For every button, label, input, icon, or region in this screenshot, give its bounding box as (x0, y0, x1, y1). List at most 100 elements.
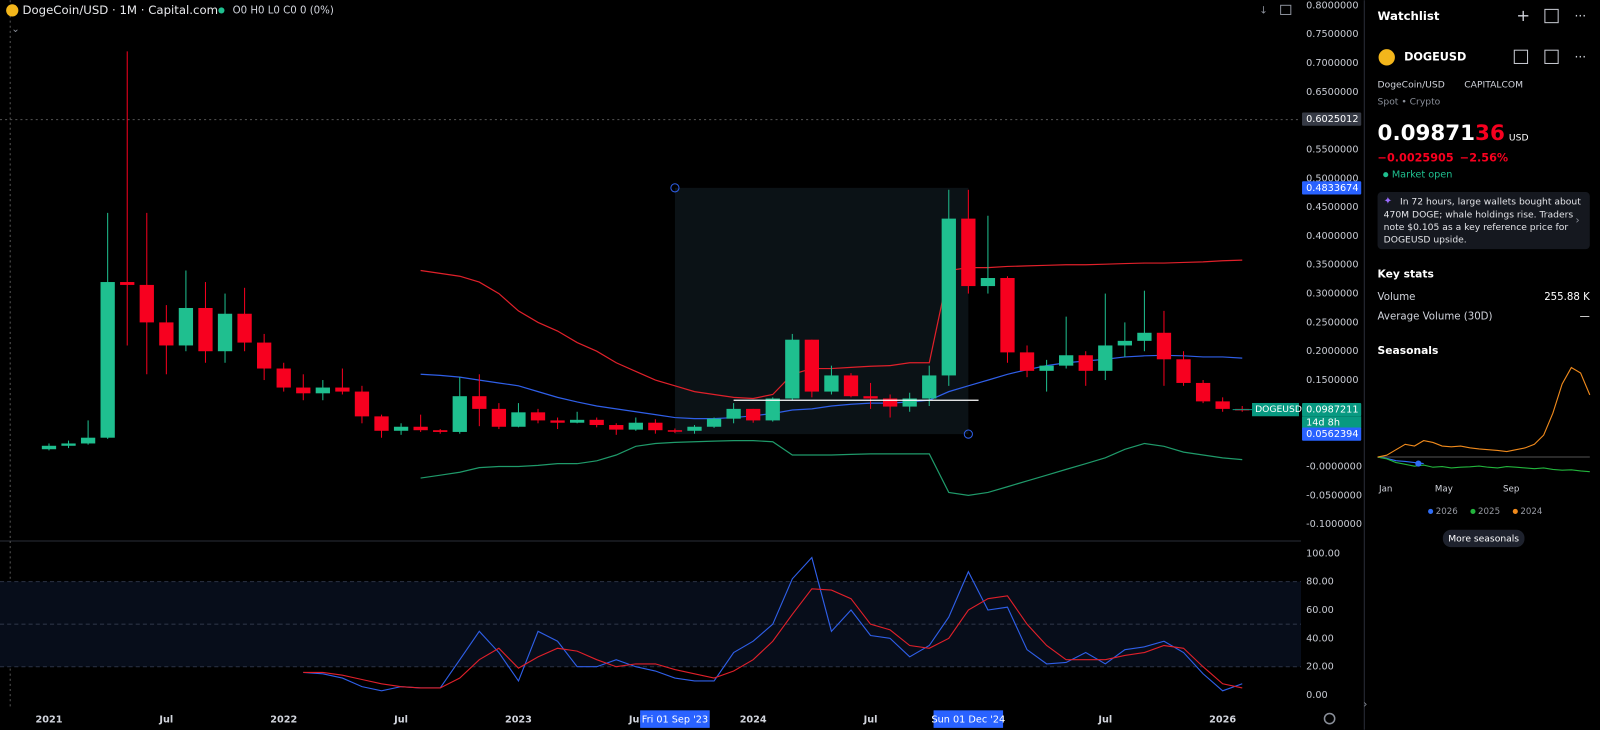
y-tick-label: 0.5000000 (1306, 173, 1358, 184)
candle-body (1176, 359, 1191, 383)
candle-body (941, 218, 956, 376)
legend-dot (1428, 508, 1434, 514)
x-tick-label: Jul (1097, 715, 1112, 726)
market-status: Market open (1392, 170, 1453, 181)
ohlc-legend: O0 H0 L0 C0 0 (0%) (233, 5, 334, 16)
news-text: In 72 hours, large wallets bought about (1400, 197, 1581, 208)
candle-body (609, 425, 624, 430)
y-tick-label: 80.00 (1306, 577, 1334, 588)
ai-icon: ✦ (1384, 196, 1393, 207)
last-price: 0.0987211 (1306, 405, 1358, 416)
chevron: › (1576, 216, 1580, 227)
download-icon[interactable]: ↓ (1259, 5, 1268, 16)
range-anchor (963, 429, 973, 439)
month-label: Sep (1503, 484, 1520, 494)
grid-icon[interactable] (1513, 49, 1529, 64)
section-title: Key stats (1378, 268, 1434, 281)
countdown-bg (1302, 416, 1362, 429)
legend-label: 2024 (1520, 507, 1543, 517)
candle-body (393, 426, 409, 431)
candle-body (413, 426, 428, 431)
chart-title[interactable]: DogeCoin/USD · 1M · Capital.com (22, 3, 218, 17)
candle-body (178, 307, 194, 346)
stat-label: Average Volume (30D) (1378, 312, 1493, 323)
indicator-line (303, 556, 1243, 692)
settings-icon[interactable] (1323, 712, 1336, 725)
panel-collapse[interactable]: › (1363, 699, 1367, 710)
more-icon[interactable]: ··· (1574, 50, 1586, 64)
y-tick-label: 0.7000000 (1306, 58, 1358, 69)
band-line (420, 440, 1243, 497)
y-tick-label: 0.4500000 (1306, 202, 1358, 213)
price-change: −0.0025905 (1378, 151, 1454, 164)
candle-body (80, 437, 96, 444)
range-low-price-bg (1302, 427, 1362, 441)
candle-body (589, 419, 604, 426)
legend-dot (1470, 508, 1476, 514)
section-title: Seasonals (1378, 344, 1439, 357)
crosshair-date: Fri 01 Sep '23 (642, 715, 708, 726)
candle-body (765, 398, 780, 421)
candle-body (491, 408, 507, 427)
range-anchor (670, 183, 680, 193)
more-seasonals-button[interactable] (1442, 529, 1525, 548)
crosshair-price: 0.6025012 (1306, 114, 1358, 125)
stat-value: — (1580, 312, 1590, 323)
price: 0.09871 (1378, 121, 1476, 146)
x-tick-label: Jul (393, 715, 408, 726)
last-price-bg (1302, 402, 1362, 417)
more-seasonals-label[interactable]: More seasonals (1448, 533, 1519, 544)
y-tick-label: 0.00 (1306, 690, 1328, 701)
y-tick-label: 0.5500000 (1306, 144, 1358, 155)
candle-body (198, 307, 213, 352)
symbol-tag-bg (1252, 402, 1299, 417)
candle-body (785, 339, 800, 399)
watchlist-title[interactable]: Watchlist (1378, 9, 1440, 23)
y-tick-label: -0.0000000 (1306, 462, 1362, 473)
stat-label: Volume (1378, 292, 1416, 303)
candle-body (257, 342, 272, 369)
crosshair-date-bg (933, 710, 1004, 728)
candle-body (139, 284, 154, 323)
y-tick-label: -0.1000000 (1306, 519, 1362, 530)
candle-body (1117, 340, 1132, 346)
collapse-toggle[interactable]: ⌄ (11, 24, 20, 35)
add-icon[interactable]: + (1516, 6, 1530, 25)
news-card[interactable] (1377, 192, 1590, 250)
candle-body (687, 426, 702, 431)
y-tick-label: 100.00 (1306, 548, 1340, 559)
fullscreen-icon[interactable] (1280, 4, 1292, 15)
candle-body (217, 313, 233, 352)
x-tick-label: Jul (628, 715, 643, 726)
x-tick-label: Jul (158, 715, 173, 726)
status-dot (218, 7, 225, 14)
edit-icon[interactable] (1544, 49, 1559, 64)
status-dot (1383, 172, 1389, 178)
seasonal-current (1415, 460, 1422, 467)
instrument-kind: Spot • Crypto (1378, 97, 1441, 108)
indicator-line (303, 588, 1243, 689)
candle-body (902, 398, 917, 407)
candle-body (882, 398, 898, 407)
candle-body (726, 408, 741, 419)
more-icon[interactable]: ··· (1574, 9, 1586, 23)
range-high-price: 0.4833674 (1306, 183, 1358, 194)
x-tick-label: 2021 (35, 715, 62, 726)
candle-body (843, 375, 859, 397)
coin-icon (1378, 49, 1395, 66)
y-tick-label: -0.0500000 (1306, 490, 1362, 501)
candle-body (315, 387, 330, 394)
layout-icon[interactable] (1544, 8, 1559, 24)
y-tick-label: 0.6500000 (1306, 87, 1358, 98)
candle-body (41, 445, 57, 450)
candle-body (667, 430, 683, 432)
candle-body (648, 422, 663, 431)
month-label: Jan (1378, 484, 1392, 494)
candle-body (472, 396, 487, 409)
candle-body (296, 387, 311, 394)
countdown: 14d 8h (1306, 417, 1340, 428)
candle-body (1059, 355, 1074, 366)
symbol: DOGEUSD (1404, 50, 1466, 63)
currency: USD (1509, 132, 1529, 143)
